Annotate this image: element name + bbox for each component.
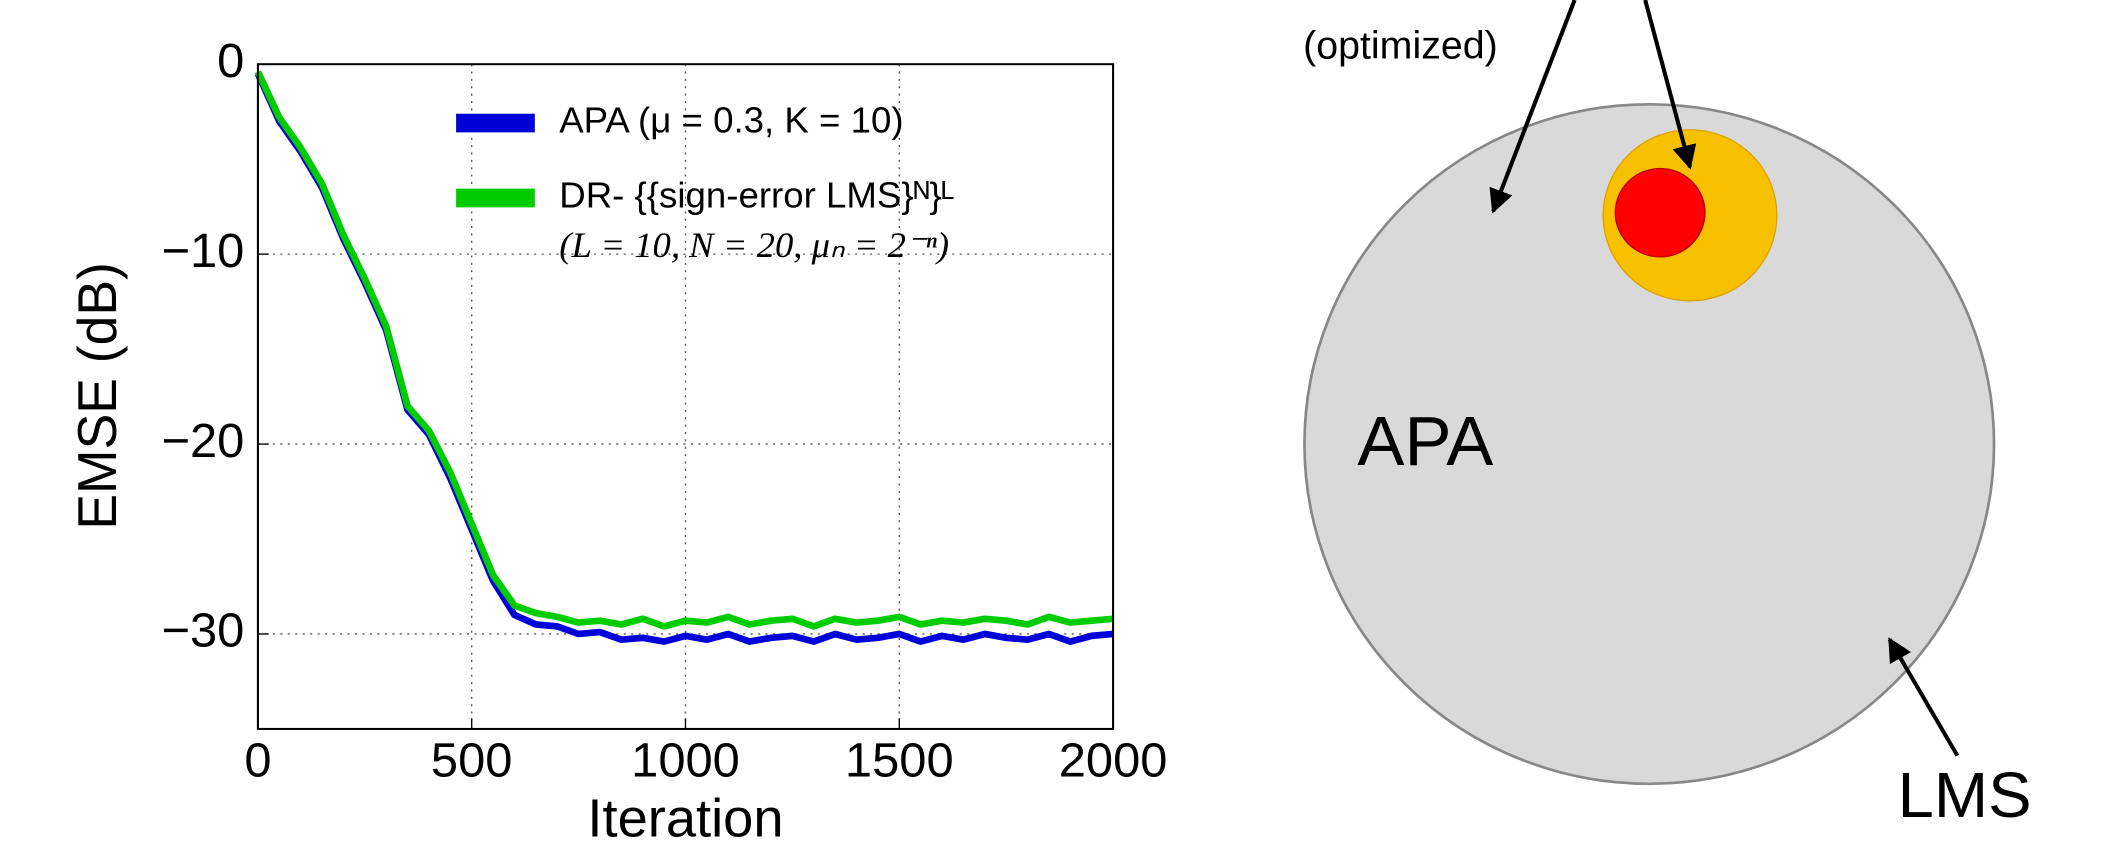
- y-tick-label: 0: [217, 34, 244, 88]
- x-tick-label: 2000: [1059, 734, 1168, 788]
- y-tick-label: −30: [161, 604, 244, 658]
- legend-label: DR- {{sign-error LMS}ᴺ}ᴸ: [559, 175, 954, 216]
- arrow: [1643, 0, 1697, 170]
- x-tick-label: 1500: [845, 734, 954, 788]
- x-tick-label: 1000: [631, 734, 740, 788]
- y-axis-label: EMSE (dB): [68, 262, 128, 529]
- y-tick-label: −10: [161, 224, 244, 278]
- legend-label: APA (μ = 0.3, K = 10): [559, 100, 903, 141]
- legend-note: (L = 10, N = 20, μₙ = 2⁻ⁿ): [559, 225, 949, 265]
- diagram: (optimized) APA LMS: [1303, 0, 2032, 831]
- series-line: [254, 70, 1114, 630]
- label: LMS: [1898, 758, 2032, 830]
- apa-region: [1303, 102, 1996, 786]
- plot-frame: [256, 63, 1115, 730]
- x-axis-label: Iteration: [587, 789, 783, 849]
- x-tick-label: 500: [431, 734, 513, 788]
- label: (optimized): [1303, 25, 1498, 68]
- arrow: [1489, 0, 1577, 214]
- label: APA: [1357, 403, 1493, 480]
- arrow: [1887, 637, 1960, 757]
- y-tick-label: −20: [161, 414, 244, 468]
- x-tick-label: 0: [244, 734, 271, 788]
- dr-region: [1614, 167, 1706, 258]
